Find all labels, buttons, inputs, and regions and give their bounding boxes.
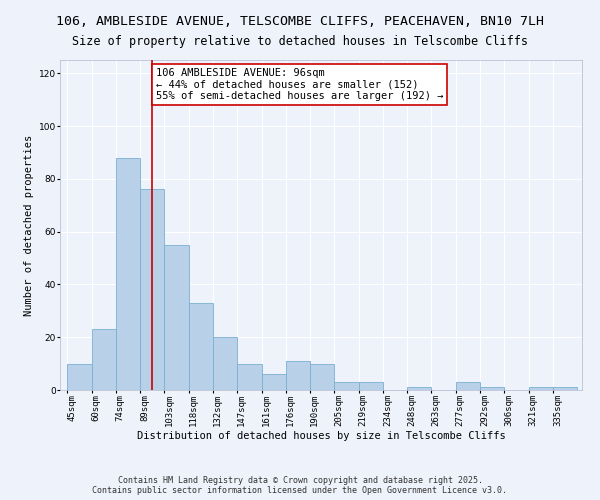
X-axis label: Distribution of detached houses by size in Telscombe Cliffs: Distribution of detached houses by size … <box>137 430 505 440</box>
Bar <box>67 364 92 390</box>
Text: 106 AMBLESIDE AVENUE: 96sqm
← 44% of detached houses are smaller (152)
55% of se: 106 AMBLESIDE AVENUE: 96sqm ← 44% of det… <box>156 68 443 101</box>
Y-axis label: Number of detached properties: Number of detached properties <box>25 134 34 316</box>
Bar <box>480 388 505 390</box>
Bar <box>553 388 577 390</box>
Bar <box>456 382 480 390</box>
Bar <box>407 388 431 390</box>
Bar <box>92 330 116 390</box>
Bar <box>286 361 310 390</box>
Text: 106, AMBLESIDE AVENUE, TELSCOMBE CLIFFS, PEACEHAVEN, BN10 7LH: 106, AMBLESIDE AVENUE, TELSCOMBE CLIFFS,… <box>56 15 544 28</box>
Text: Contains HM Land Registry data © Crown copyright and database right 2025.
Contai: Contains HM Land Registry data © Crown c… <box>92 476 508 495</box>
Bar <box>237 364 262 390</box>
Bar <box>262 374 286 390</box>
Bar <box>529 388 553 390</box>
Text: Size of property relative to detached houses in Telscombe Cliffs: Size of property relative to detached ho… <box>72 35 528 48</box>
Bar <box>140 190 164 390</box>
Bar <box>310 364 334 390</box>
Bar <box>334 382 359 390</box>
Bar <box>213 337 237 390</box>
Bar <box>164 245 188 390</box>
Bar <box>188 303 213 390</box>
Bar <box>359 382 383 390</box>
Bar <box>116 158 140 390</box>
